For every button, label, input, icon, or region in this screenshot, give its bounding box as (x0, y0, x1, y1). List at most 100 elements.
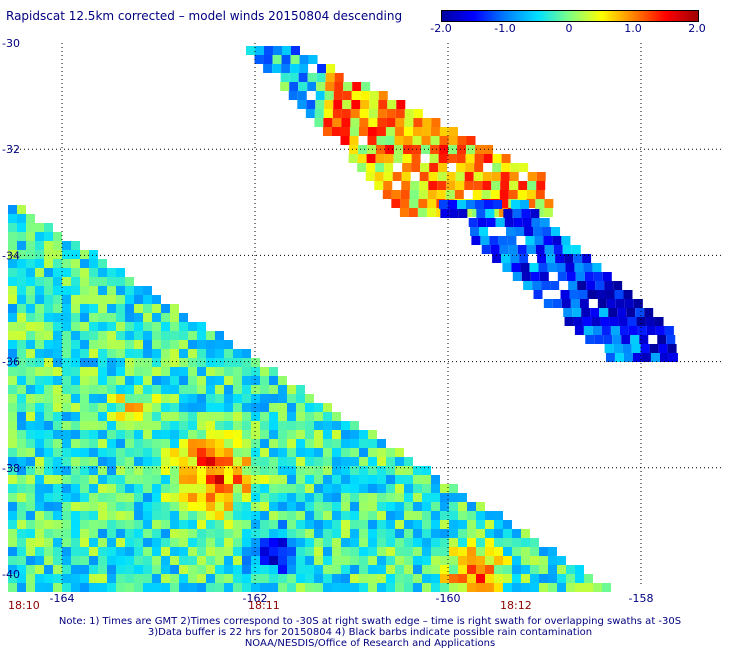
wind-cell (445, 190, 455, 199)
wind-cell (161, 484, 170, 493)
wind-cell (350, 574, 359, 583)
wind-cell (53, 565, 62, 574)
wind-cell (35, 268, 44, 277)
wind-cell (26, 565, 35, 574)
wind-cell (449, 574, 458, 583)
wind-cell (80, 475, 89, 484)
wind-cell (377, 565, 386, 574)
wind-cell (467, 502, 476, 511)
wind-cell (8, 583, 17, 592)
wind-cell (62, 277, 71, 286)
wind-cell (44, 250, 53, 259)
wind-cell (485, 556, 494, 565)
wind-cell (251, 583, 260, 592)
wind-cell (557, 574, 566, 583)
wind-cell (422, 475, 431, 484)
wind-cell (448, 127, 458, 136)
wind-cell (188, 376, 197, 385)
wind-cell (600, 317, 610, 326)
wind-cell (44, 484, 53, 493)
wind-cell (332, 457, 341, 466)
wind-cell (26, 223, 35, 232)
wind-cell (8, 268, 17, 277)
wind-cell (482, 181, 492, 190)
wind-cell (98, 295, 107, 304)
wind-cell (413, 466, 422, 475)
wind-cell (314, 538, 323, 547)
wind-cell (458, 511, 467, 520)
wind-cell (360, 91, 370, 100)
wind-cell (431, 583, 440, 592)
wind-cell (224, 367, 233, 376)
wind-cell (305, 583, 314, 592)
wind-cell (125, 457, 134, 466)
wind-cell (206, 457, 215, 466)
wind-cell (422, 520, 431, 529)
wind-cell (71, 457, 80, 466)
wind-cell (242, 493, 251, 502)
wind-cell (288, 91, 298, 100)
wind-cell (206, 493, 215, 502)
wind-cell (17, 583, 26, 592)
wind-cell (98, 349, 107, 358)
wind-cell (430, 145, 440, 154)
wind-cell (537, 254, 547, 263)
wind-cell (340, 127, 350, 136)
wind-cell (161, 556, 170, 565)
wind-cell (161, 430, 170, 439)
wind-cell (134, 529, 143, 538)
wind-cell (260, 439, 269, 448)
wind-cell (125, 286, 134, 295)
wind-cell (569, 290, 579, 299)
wind-cell (535, 199, 545, 208)
wind-cell (341, 118, 351, 127)
wind-cell (35, 421, 44, 430)
wind-cell (546, 254, 556, 263)
wind-cell (53, 358, 62, 367)
wind-cell (449, 493, 458, 502)
wind-cell (242, 484, 251, 493)
wind-cell (658, 344, 668, 353)
wind-cell (404, 511, 413, 520)
wind-cell (392, 172, 402, 181)
wind-cell (143, 457, 152, 466)
wind-cell (366, 163, 376, 172)
wind-cell (35, 583, 44, 592)
wind-cell (386, 565, 395, 574)
wind-cell (44, 367, 53, 376)
wind-cell (462, 208, 472, 217)
wind-cell (494, 538, 503, 547)
wind-cell (8, 250, 17, 259)
wind-cell (44, 286, 53, 295)
wind-cell (368, 109, 378, 118)
wind-cell (215, 403, 224, 412)
wind-cell (385, 127, 395, 136)
wind-cell (650, 353, 660, 362)
wind-cell (519, 254, 529, 263)
wind-cell (456, 154, 466, 163)
wind-cell (62, 556, 71, 565)
wind-cell (626, 308, 636, 317)
wind-cell (233, 421, 242, 430)
wind-cell (17, 421, 26, 430)
wind-cell (80, 340, 89, 349)
wind-cell (44, 583, 53, 592)
wind-cell (269, 448, 278, 457)
wind-cell (62, 502, 71, 511)
wind-cell (26, 322, 35, 331)
wind-cell (89, 556, 98, 565)
wind-cell (269, 583, 278, 592)
wind-cell (323, 565, 332, 574)
wind-cell (467, 574, 476, 583)
wind-cell (179, 502, 188, 511)
wind-cell (71, 403, 80, 412)
wind-cell (422, 538, 431, 547)
wind-cell (305, 520, 314, 529)
wind-cell (649, 344, 659, 353)
wind-cell (251, 520, 260, 529)
wind-cell (197, 583, 206, 592)
wind-cell (233, 412, 242, 421)
wind-cell (332, 118, 342, 127)
wind-cell (503, 538, 512, 547)
wind-cell (8, 304, 17, 313)
